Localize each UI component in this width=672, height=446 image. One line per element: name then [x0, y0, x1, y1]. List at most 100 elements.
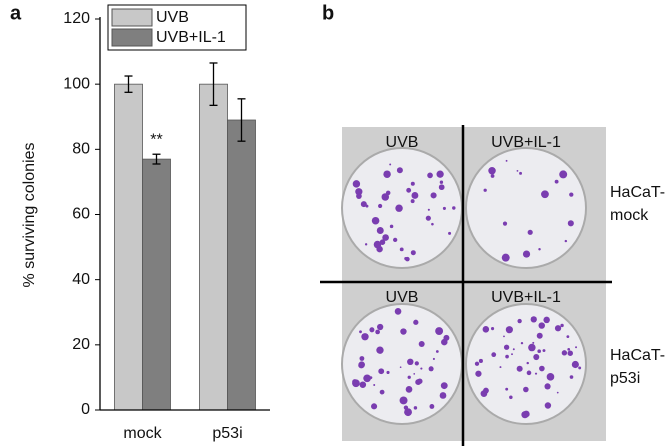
colony: [532, 341, 535, 344]
colony: [528, 343, 536, 352]
y-tick-label: 120: [63, 10, 90, 27]
row-label: p53i: [610, 370, 640, 387]
colony: [427, 172, 433, 179]
y-tick-label: 100: [63, 75, 90, 92]
colony: [505, 326, 513, 334]
column-label: UVB: [386, 134, 419, 151]
colony: [474, 361, 480, 366]
colony: [418, 340, 425, 347]
colony: [439, 392, 447, 399]
colony: [526, 361, 529, 365]
colony: [536, 332, 543, 339]
bar: [227, 119, 256, 411]
colony: [360, 201, 367, 208]
row-label: HaCaT-: [610, 184, 665, 201]
bar: [199, 83, 228, 411]
colony: [575, 346, 578, 349]
colony: [491, 352, 497, 358]
colony: [578, 366, 582, 370]
bar: [142, 158, 171, 411]
colony: [452, 206, 456, 210]
colony: [512, 348, 515, 351]
column-label: UVB: [386, 289, 419, 306]
colony: [359, 381, 367, 388]
colony: [355, 188, 363, 196]
colony: [369, 327, 375, 333]
colony: [379, 239, 386, 245]
colony: [386, 370, 390, 374]
colony: [556, 391, 559, 394]
colony: [427, 208, 430, 211]
colony: [475, 370, 482, 377]
colony: [410, 250, 416, 256]
y-tick-label: 20: [72, 336, 90, 353]
colony: [371, 403, 378, 410]
colony: [478, 358, 483, 363]
legend-label: UVB: [156, 9, 189, 26]
colony: [383, 170, 391, 178]
colony: [378, 368, 385, 375]
colony: [505, 387, 509, 391]
colony: [483, 188, 487, 192]
colony: [438, 184, 445, 191]
colony: [527, 229, 533, 235]
colony: [533, 354, 540, 361]
colony: [516, 365, 523, 372]
colony: [417, 378, 423, 384]
colony: [439, 180, 444, 184]
colony: [442, 206, 446, 210]
bar: [114, 83, 143, 411]
colony: [435, 350, 439, 353]
colony: [399, 366, 402, 369]
x-tick-label: p53i: [212, 425, 242, 442]
colony: [537, 349, 541, 353]
colony: [554, 179, 559, 184]
colony: [377, 323, 384, 331]
colony: [490, 327, 495, 331]
colony: [430, 192, 437, 199]
colony: [352, 379, 358, 385]
colony: [376, 346, 384, 354]
legend-label: UVB+IL-1: [156, 29, 226, 46]
legend-swatch: [111, 8, 153, 27]
colony: [373, 384, 376, 387]
colony: [505, 159, 508, 162]
colony: [376, 227, 384, 234]
colony: [490, 174, 495, 178]
row-label: mock: [610, 207, 649, 224]
colony: [440, 382, 448, 390]
colony: [410, 199, 415, 204]
colony: [361, 333, 369, 341]
colony: [567, 350, 573, 356]
colony: [567, 220, 574, 227]
colony: [404, 257, 408, 261]
colony: [378, 203, 383, 209]
colony: [534, 372, 538, 375]
panel-label: a: [10, 2, 22, 24]
y-axis-label: % surviving colonies: [21, 143, 38, 288]
colony: [373, 240, 382, 249]
dish: [465, 147, 587, 269]
colony: [407, 358, 414, 366]
colony: [505, 354, 509, 359]
colony: [503, 344, 510, 350]
colony: [560, 323, 564, 328]
colony: [564, 239, 568, 243]
colony: [435, 327, 444, 336]
colony: [567, 347, 571, 351]
colony: [538, 247, 541, 251]
colony: [566, 335, 570, 339]
colony: [389, 163, 392, 166]
colony: [543, 316, 550, 324]
colony: [441, 338, 448, 346]
colony: [405, 386, 413, 393]
colony: [364, 243, 368, 246]
colony: [394, 308, 402, 315]
colony: [542, 349, 546, 353]
colony: [544, 383, 551, 390]
colony: [520, 341, 524, 345]
colony: [411, 192, 419, 199]
colony: [420, 367, 423, 370]
column-label: UVB+IL-1: [491, 134, 561, 151]
